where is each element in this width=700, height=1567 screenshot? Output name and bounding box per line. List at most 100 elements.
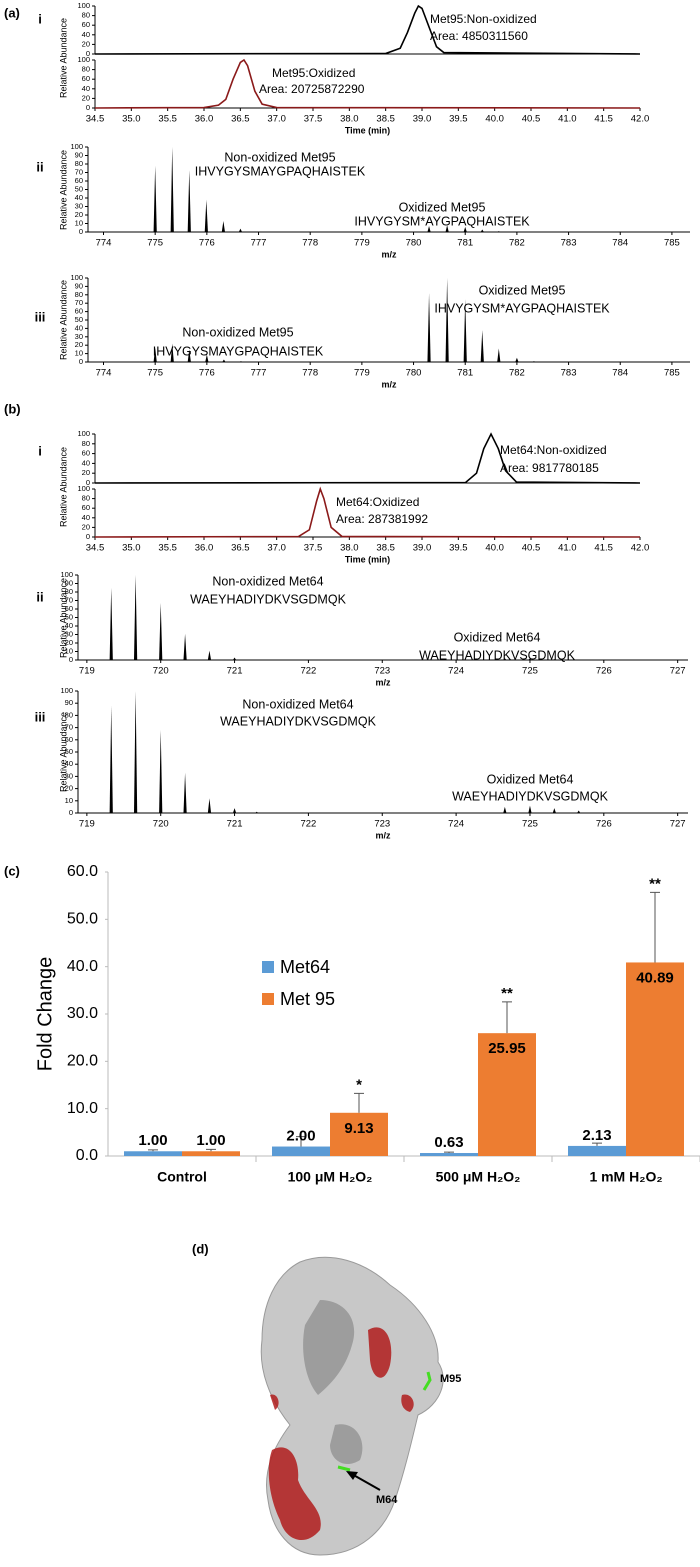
error-bar — [354, 1092, 364, 1113]
y-tick-label: 0 — [79, 357, 83, 366]
x-tick-label: 775 — [147, 368, 163, 379]
y-tick-label: 40 — [75, 193, 83, 202]
annotation: IHVYGYSM*AYGPAQHAISTEK — [434, 301, 610, 315]
x-tick-label: 39.0 — [413, 114, 432, 125]
x-tick-label: 36.5 — [231, 543, 250, 554]
y-tick-label: 0 — [86, 478, 90, 487]
y-tick-label: 100 — [70, 142, 83, 151]
hydrophobic-patch — [268, 1327, 414, 1541]
error-bar — [148, 1149, 158, 1152]
x-tick-label: 721 — [227, 819, 243, 830]
chromatogram-trace — [94, 58, 641, 109]
x-tick-label: Control — [157, 1169, 207, 1185]
legend-swatch — [262, 993, 274, 1005]
x-tick-label: 1 mM H₂O₂ — [589, 1169, 662, 1185]
spectrum-peak — [232, 808, 237, 813]
x-tick-label: 38.5 — [376, 543, 395, 554]
spectrum-peak — [445, 278, 449, 362]
spectrum-peak — [427, 226, 431, 232]
chromatogram-trace — [94, 4, 641, 55]
y-tick-label: 80 — [82, 494, 90, 503]
y-tick-label: 50 — [75, 184, 83, 193]
subpanel-label: iii — [35, 709, 46, 724]
x-tick-label: 35.5 — [158, 114, 177, 125]
x-axis-label: Time (min) — [345, 554, 390, 564]
spectrum-peak — [222, 359, 226, 362]
y-tick-label: 80 — [75, 159, 83, 168]
y-axis-label: Relative Abundance — [58, 712, 68, 792]
spectrum-peak — [497, 348, 501, 362]
x-tick-label: 724 — [448, 666, 464, 677]
y-tick-label: 30 — [65, 629, 73, 638]
x-tick-label: 100 μM H₂O₂ — [288, 1169, 373, 1185]
error-bar — [502, 1001, 512, 1034]
y-tick-label: 10 — [75, 218, 83, 227]
x-tick-label: 782 — [509, 238, 525, 249]
x-tick-label: 37.5 — [304, 114, 323, 125]
y-tick-label: 90 — [65, 698, 73, 707]
y-tick-label: 80 — [82, 11, 90, 20]
x-tick-label: 40.5 — [522, 114, 541, 125]
spectrum-peak — [239, 361, 243, 362]
x-tick-label: 719 — [79, 666, 95, 677]
panel: (c) 0.0 10.0 20.0 30.0 40.0 50.0 60.0 Fold Chang… — [4, 863, 700, 1185]
residue-label: M95 — [440, 1373, 461, 1385]
panel-label: (d) — [192, 1241, 209, 1256]
x-tick-label: 778 — [302, 238, 318, 249]
x-tick-label: 727 — [670, 819, 686, 830]
x-tick-label: 780 — [406, 238, 422, 249]
spectrum-peak — [153, 347, 157, 362]
spectrum-peak — [480, 229, 484, 232]
x-tick-label: 782 — [509, 368, 525, 379]
annotation: Area: 287381992 — [336, 512, 428, 526]
x-tick-label: 42.0 — [631, 543, 650, 554]
spectrum-peak — [187, 349, 191, 362]
y-tick-label: 60.0 — [67, 863, 98, 880]
x-tick-label: 39.0 — [413, 543, 432, 554]
y-tick-label: 0 — [86, 103, 90, 112]
error-bar — [206, 1148, 216, 1152]
spectrum-peak — [183, 633, 187, 660]
bar — [182, 1151, 240, 1156]
x-tick-label: 785 — [664, 368, 680, 379]
annotation: Oxidized Met64 — [487, 772, 574, 786]
spectrum-peak — [255, 811, 259, 813]
annotation: IHVYGYSM*AYGPAQHAISTEK — [354, 214, 530, 228]
spectrum-peak — [238, 228, 243, 232]
x-tick-label: 38.0 — [340, 114, 359, 125]
x-tick-label: 776 — [199, 368, 215, 379]
x-tick-label: 720 — [153, 819, 169, 830]
x-tick-label: 784 — [612, 368, 628, 379]
y-tick-label: 20 — [82, 39, 90, 48]
y-tick-label: 10 — [75, 349, 83, 358]
x-tick-label: 779 — [354, 368, 370, 379]
legend-swatch — [262, 961, 274, 973]
y-tick-label: 30 — [75, 201, 83, 210]
x-axis-label: m/z — [381, 249, 397, 259]
x-tick-label: 785 — [664, 238, 680, 249]
bar — [626, 962, 684, 1156]
y-axis-label: Relative Abundance — [58, 578, 68, 658]
y-tick-label: 40 — [82, 513, 90, 522]
error-bar — [592, 1142, 602, 1146]
y-tick-label: 40 — [75, 323, 83, 332]
spectrum-peak — [109, 587, 113, 660]
annotation: Met95:Non-oxidized — [430, 12, 537, 26]
x-tick-label: 780 — [406, 368, 422, 379]
x-tick-label: 783 — [561, 368, 577, 379]
y-tick-label: 100 — [77, 1, 90, 10]
spectrum-peak — [187, 169, 191, 232]
value-label: 2.13 — [582, 1127, 611, 1144]
x-tick-label: 722 — [300, 819, 316, 830]
annotation: Oxidized Met64 — [454, 630, 541, 644]
x-tick-label: 774 — [96, 368, 112, 379]
x-tick-label: 724 — [448, 819, 464, 830]
x-tick-label: 35.0 — [122, 543, 141, 554]
x-tick-label: 38.0 — [340, 543, 359, 554]
y-tick-label: 0 — [86, 532, 90, 541]
spectrum-peak — [515, 357, 519, 362]
panel-label: (a) — [4, 5, 20, 20]
